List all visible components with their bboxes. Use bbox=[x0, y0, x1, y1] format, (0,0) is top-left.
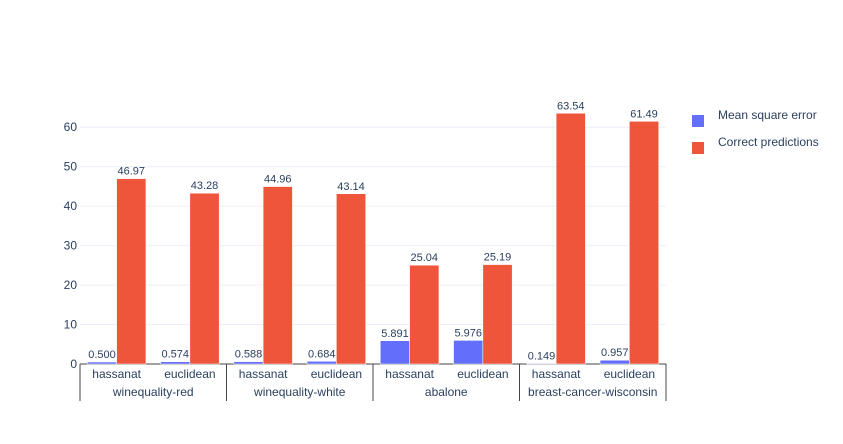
data-label: 46.97 bbox=[118, 166, 146, 178]
bar-correct bbox=[189, 192, 220, 365]
y-tick-label: 40 bbox=[64, 199, 78, 213]
bar-mse bbox=[526, 363, 557, 365]
bar-mse bbox=[160, 361, 191, 365]
x-tick-label: euclidean bbox=[164, 367, 215, 381]
data-labels: 0.500 0.574 0.588 0.684 5.891 5.976 0.149 0.957… bbox=[88, 100, 658, 362]
data-label: 0.957 bbox=[601, 347, 629, 359]
bar-mse bbox=[453, 340, 484, 365]
legend-swatch bbox=[692, 142, 704, 154]
data-label: 25.04 bbox=[411, 252, 439, 264]
legend-label: Correct predictions bbox=[718, 135, 819, 149]
bar-correct bbox=[482, 264, 513, 365]
bar-mse bbox=[380, 340, 410, 365]
data-label: 0.149 bbox=[528, 350, 556, 362]
x-tick-label: hassanat bbox=[385, 367, 434, 381]
bar-correct bbox=[262, 186, 293, 365]
x-group-label: winequality-white bbox=[253, 385, 346, 399]
y-tick-label: 20 bbox=[64, 278, 78, 292]
data-label: 43.28 bbox=[191, 180, 219, 192]
x-tick-label: euclidean bbox=[604, 367, 655, 381]
data-label: 63.54 bbox=[557, 100, 585, 112]
x-group-label: abalone bbox=[425, 385, 468, 399]
bar-correct bbox=[336, 193, 366, 365]
legend-label: Mean square error bbox=[718, 108, 817, 122]
bars bbox=[87, 113, 659, 365]
bar-mse bbox=[599, 359, 630, 365]
bar-correct bbox=[116, 178, 147, 365]
data-label: 25.19 bbox=[484, 252, 512, 264]
x-axis: hassanat euclidean winequality-red hassanat… bbox=[79, 364, 667, 401]
x-tick-label: hassanat bbox=[532, 367, 581, 381]
data-label: 0.500 bbox=[88, 349, 116, 361]
y-tick-label: 60 bbox=[64, 120, 78, 134]
y-tick-label: 0 bbox=[70, 357, 77, 371]
legend-swatch bbox=[692, 115, 704, 127]
x-group-label: breast-cancer-wisconsin bbox=[528, 385, 657, 399]
y-axis: 0 10 20 30 40 50 60 bbox=[64, 120, 78, 371]
legend: Mean square error Correct predictions bbox=[692, 108, 819, 154]
y-tick-label: 30 bbox=[64, 239, 78, 253]
bar-correct bbox=[629, 121, 659, 365]
bar-mse bbox=[306, 361, 337, 365]
bar-mse bbox=[233, 361, 264, 365]
data-label: 44.96 bbox=[264, 174, 292, 186]
bar-correct bbox=[409, 264, 440, 365]
x-tick-label: hassanat bbox=[239, 367, 288, 381]
x-group-label: winequality-red bbox=[112, 385, 194, 399]
data-label: 0.574 bbox=[161, 349, 189, 361]
y-tick-label: 50 bbox=[64, 160, 78, 174]
data-label: 0.588 bbox=[235, 349, 263, 361]
data-label: 0.684 bbox=[308, 348, 336, 360]
data-label: 61.49 bbox=[630, 108, 658, 120]
y-tick-label: 10 bbox=[64, 318, 78, 332]
data-label: 43.14 bbox=[337, 181, 365, 193]
x-tick-label: euclidean bbox=[311, 367, 362, 381]
data-label: 5.891 bbox=[381, 328, 409, 340]
bar-correct bbox=[555, 113, 586, 365]
x-tick-label: hassanat bbox=[92, 367, 141, 381]
data-label: 5.976 bbox=[454, 327, 482, 339]
bar-mse bbox=[87, 361, 117, 365]
x-tick-label: euclidean bbox=[457, 367, 508, 381]
